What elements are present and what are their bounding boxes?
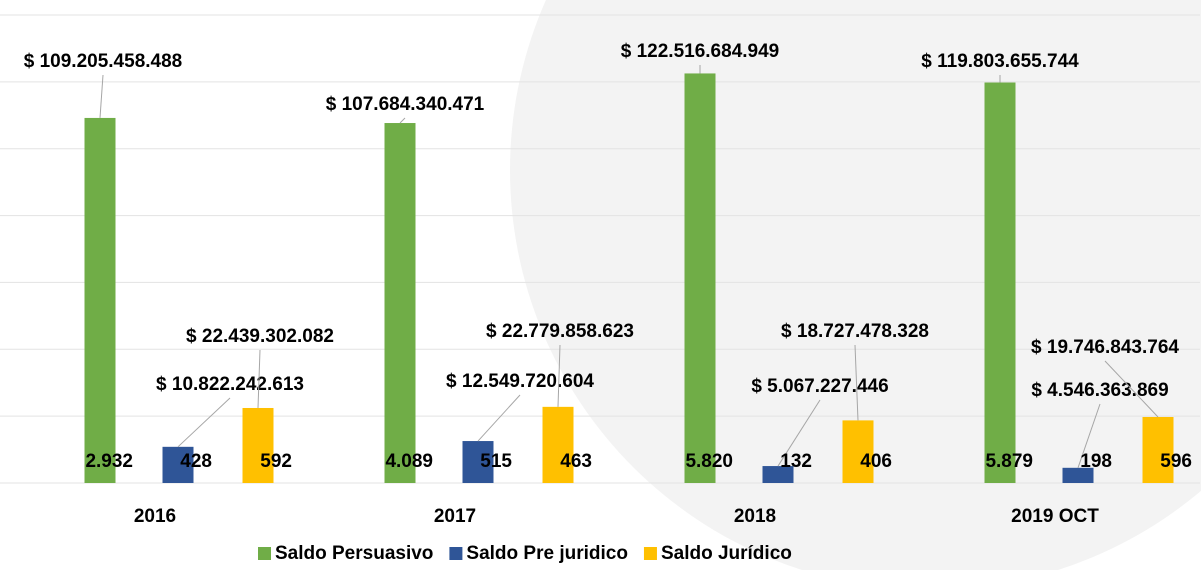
count-label: 5.879 — [985, 451, 1033, 472]
leader-line — [854, 344, 859, 421]
leader-line — [177, 397, 231, 448]
leader-line — [99, 74, 104, 118]
legend-label: Saldo Pre juridico — [466, 543, 628, 564]
value-label: $ 12.549.720.604 — [446, 371, 594, 392]
leader-line — [399, 117, 406, 124]
leader-line — [1077, 403, 1101, 468]
count-label: 592 — [260, 451, 292, 472]
count-label: 463 — [560, 451, 592, 472]
legend-label: Saldo Persuasivo — [275, 543, 433, 564]
legend-swatch — [449, 547, 463, 560]
value-label: $ 22.779.858.623 — [486, 321, 634, 342]
count-label: 406 — [860, 451, 892, 472]
bar — [462, 441, 494, 483]
bar — [242, 407, 274, 483]
value-label: $ 122.516.684.949 — [621, 41, 780, 62]
bar — [84, 117, 116, 484]
bar — [384, 123, 416, 483]
bar — [684, 73, 716, 484]
value-label: $ 4.546.363.869 — [1031, 380, 1168, 401]
legend-swatch — [643, 547, 657, 560]
legend: Saldo Persuasivo Saldo Pre juridico Saldo … — [258, 543, 792, 564]
leader-line — [1104, 360, 1159, 418]
count-label: 132 — [780, 451, 812, 472]
bar — [984, 82, 1016, 484]
watermark — [510, 0, 1201, 570]
x-tick-label: 2018 — [734, 506, 776, 527]
bar — [1062, 467, 1094, 483]
bar — [842, 420, 874, 483]
value-label: $ 19.746.843.764 — [1031, 337, 1179, 358]
count-label: 515 — [480, 451, 512, 472]
value-label: $ 10.822.242.613 — [156, 374, 304, 395]
bar — [762, 466, 794, 483]
value-label: $ 22.439.302.082 — [186, 326, 334, 347]
bar — [1142, 416, 1174, 483]
x-tick-label: 2016 — [134, 506, 176, 527]
value-label: $ 18.727.478.328 — [781, 321, 929, 342]
bar — [162, 446, 194, 483]
value-label: $ 109.205.458.488 — [24, 51, 183, 72]
x-tick-label: 2017 — [434, 506, 476, 527]
count-label: 198 — [1080, 451, 1112, 472]
count-label: 4.089 — [385, 451, 433, 472]
leader-line — [557, 344, 561, 407]
value-label: $ 107.684.340.471 — [326, 94, 485, 115]
bar — [542, 406, 574, 483]
value-label: $ 5.067.227.446 — [751, 376, 888, 397]
x-tick-label: 2019 OCT — [1011, 506, 1099, 527]
leader-line — [477, 394, 521, 442]
count-label: 2.932 — [85, 451, 133, 472]
leader-line — [777, 399, 821, 467]
leader-line — [257, 349, 261, 409]
count-label: 596 — [1160, 451, 1192, 472]
count-label: 428 — [180, 451, 212, 472]
count-label: 5.820 — [685, 451, 733, 472]
legend-swatch — [258, 547, 271, 560]
value-label: $ 119.803.655.744 — [921, 51, 1079, 72]
legend-label: Saldo Jurídico — [661, 543, 792, 564]
